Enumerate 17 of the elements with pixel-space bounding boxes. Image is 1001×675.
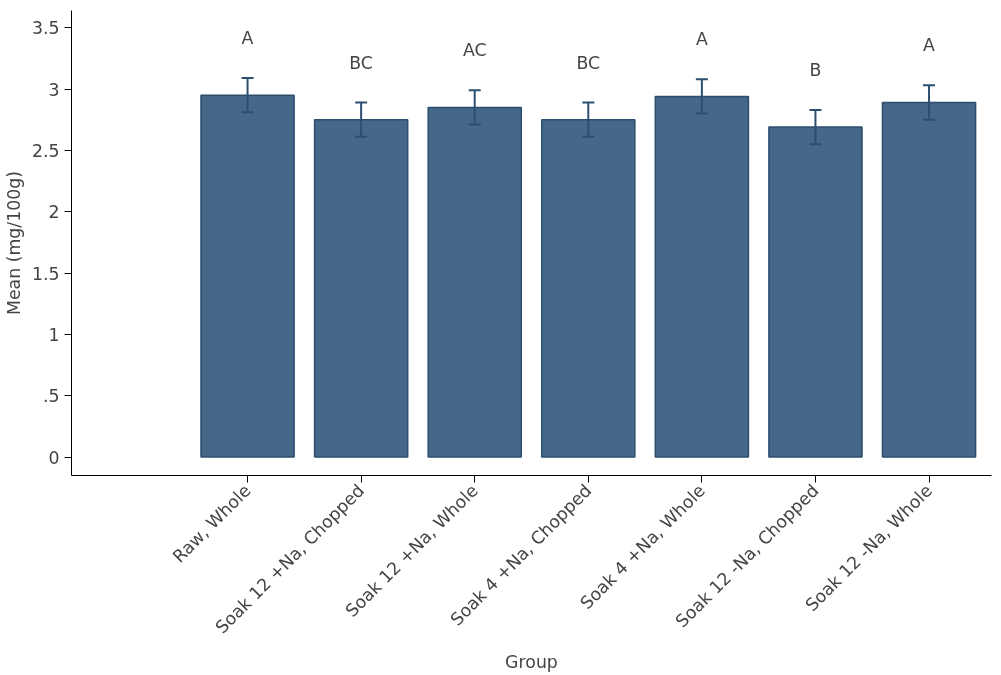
y-tick-label: 2: [48, 202, 60, 223]
annotation: BC: [576, 52, 601, 73]
annotation: A: [695, 29, 708, 50]
y-tick-label: .5: [42, 386, 60, 407]
annotation: A: [241, 27, 254, 48]
y-tick-label: 1.5: [31, 263, 60, 284]
annotation: B: [809, 59, 822, 80]
annotation: AC: [462, 40, 487, 61]
annotation: A: [923, 35, 936, 56]
y-axis-title: Mean (mg/100g): [3, 170, 24, 316]
y-tick-label: 3: [48, 79, 60, 100]
y-tick-label: 1: [48, 324, 60, 345]
x-axis-title: Group: [505, 652, 558, 673]
y-tick-label: 2.5: [31, 140, 60, 161]
y-tick-label: 3.5: [31, 18, 60, 39]
y-tick-label: 0: [48, 447, 60, 468]
annotation: BC: [349, 52, 373, 73]
